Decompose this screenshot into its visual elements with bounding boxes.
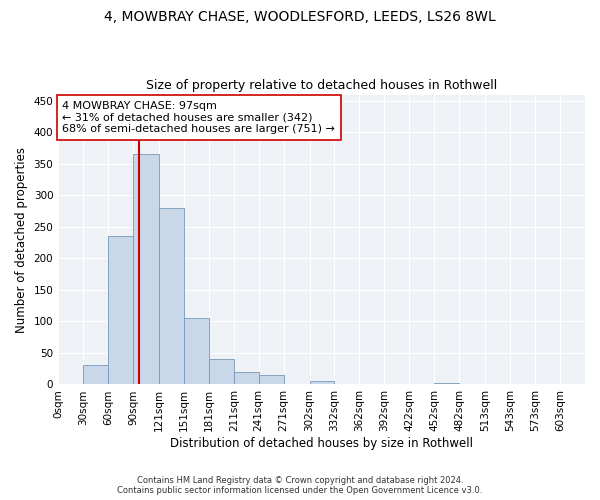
Bar [133, 154, 159, 384]
Bar [108, 236, 133, 384]
Bar [259, 375, 284, 384]
Bar [209, 359, 234, 384]
Bar [159, 208, 184, 384]
X-axis label: Distribution of detached houses by size in Rothwell: Distribution of detached houses by size … [170, 437, 473, 450]
Text: 4, MOWBRAY CHASE, WOODLESFORD, LEEDS, LS26 8WL: 4, MOWBRAY CHASE, WOODLESFORD, LEEDS, LS… [104, 10, 496, 24]
Bar [310, 382, 334, 384]
Bar [234, 372, 259, 384]
Bar [83, 365, 108, 384]
Text: Contains HM Land Registry data © Crown copyright and database right 2024.
Contai: Contains HM Land Registry data © Crown c… [118, 476, 482, 495]
Bar [184, 318, 209, 384]
Bar [434, 383, 460, 384]
Y-axis label: Number of detached properties: Number of detached properties [15, 146, 28, 332]
Text: 4 MOWBRAY CHASE: 97sqm
← 31% of detached houses are smaller (342)
68% of semi-de: 4 MOWBRAY CHASE: 97sqm ← 31% of detached… [62, 101, 335, 134]
Title: Size of property relative to detached houses in Rothwell: Size of property relative to detached ho… [146, 79, 497, 92]
